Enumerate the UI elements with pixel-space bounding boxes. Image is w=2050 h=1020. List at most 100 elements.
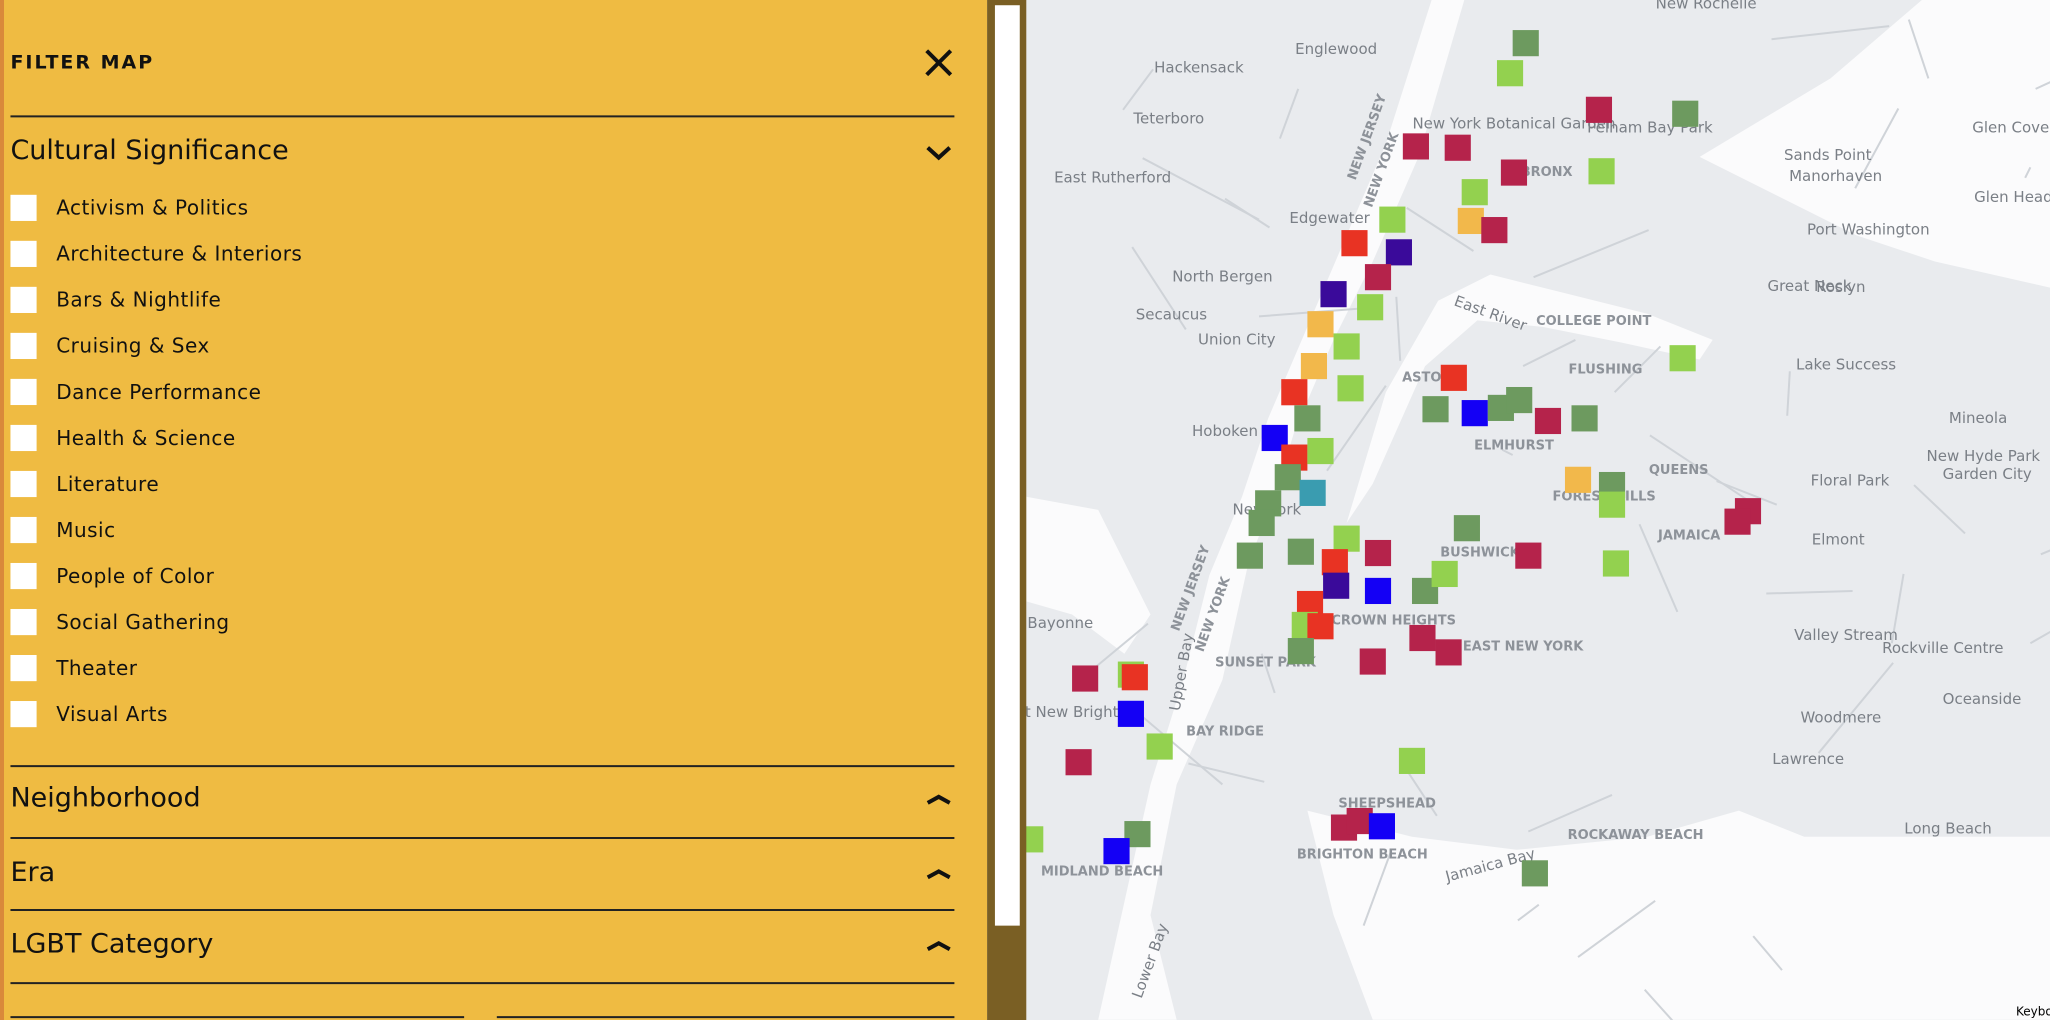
- option-label[interactable]: Visual Arts: [56, 702, 168, 726]
- map-marker[interactable]: [1506, 386, 1533, 414]
- map-marker[interactable]: [1357, 294, 1384, 321]
- checkbox[interactable]: [10, 194, 37, 221]
- map-marker[interactable]: [1444, 134, 1471, 161]
- chevron[interactable]: [926, 146, 952, 161]
- map-label: Woodmere: [1800, 708, 1881, 726]
- section-header[interactable]: Neighborhood: [10, 782, 200, 813]
- option-label[interactable]: Dance Performance: [56, 380, 261, 404]
- map-marker[interactable]: [1281, 379, 1308, 406]
- map-marker[interactable]: [1461, 179, 1488, 206]
- map-marker[interactable]: [1672, 100, 1699, 127]
- section-header[interactable]: Cultural Significance: [10, 135, 288, 166]
- checkbox[interactable]: [10, 608, 37, 636]
- map-marker[interactable]: [1521, 860, 1548, 887]
- checkbox[interactable]: [10, 516, 37, 544]
- map-marker[interactable]: [1461, 400, 1488, 427]
- map-marker[interactable]: [1236, 542, 1263, 569]
- map-marker[interactable]: [1333, 333, 1360, 360]
- map-marker[interactable]: [1117, 700, 1144, 727]
- map-marker[interactable]: [1385, 239, 1412, 266]
- checkbox[interactable]: [10, 701, 37, 728]
- map-marker[interactable]: [1564, 466, 1592, 493]
- map-marker[interactable]: [1379, 206, 1406, 233]
- map-marker[interactable]: [1588, 158, 1615, 185]
- map-marker[interactable]: [1337, 375, 1364, 402]
- option-label[interactable]: Activism & Politics: [56, 196, 248, 220]
- checkbox[interactable]: [10, 332, 37, 360]
- map-marker[interactable]: [1294, 405, 1321, 432]
- map-marker[interactable]: [1571, 405, 1598, 432]
- map-marker[interactable]: [1602, 550, 1630, 577]
- map-marker[interactable]: [1364, 264, 1392, 291]
- map-marker[interactable]: [1321, 549, 1348, 576]
- map-marker[interactable]: [1346, 807, 1373, 835]
- chevron[interactable]: [926, 940, 951, 952]
- checkbox[interactable]: [10, 378, 37, 406]
- close-button[interactable]: [925, 49, 953, 77]
- section-header[interactable]: Era: [10, 857, 55, 888]
- option-label[interactable]: Cruising & Sex: [56, 334, 210, 358]
- map-marker[interactable]: [1333, 525, 1360, 552]
- section-header[interactable]: LGBT Category: [10, 929, 213, 960]
- option-label[interactable]: Literature: [56, 472, 159, 496]
- map-marker[interactable]: [1409, 624, 1436, 652]
- map-marker[interactable]: [1440, 364, 1467, 391]
- map-marker[interactable]: [1669, 345, 1696, 372]
- chevron[interactable]: [926, 869, 951, 880]
- sidebar: [0, 0, 988, 1020]
- map-marker[interactable]: [1065, 749, 1092, 776]
- chevron[interactable]: [926, 794, 951, 805]
- checkbox[interactable]: [10, 655, 37, 682]
- map-marker[interactable]: [1364, 539, 1392, 567]
- map-marker[interactable]: [1457, 207, 1484, 235]
- map-marker[interactable]: [1121, 664, 1148, 691]
- map-marker[interactable]: [1103, 838, 1130, 865]
- map-marker[interactable]: [1307, 437, 1334, 465]
- option-label[interactable]: People of Color: [56, 564, 214, 588]
- option-label[interactable]: Social Gathering: [56, 610, 229, 634]
- map-marker[interactable]: [1364, 577, 1392, 605]
- map-marker[interactable]: [1307, 613, 1334, 640]
- map-marker[interactable]: [1500, 159, 1528, 186]
- map-water: [1026, 496, 1151, 654]
- option-label[interactable]: Architecture & Interiors: [56, 242, 302, 266]
- map-marker[interactable]: [1368, 813, 1395, 840]
- map-marker[interactable]: [1598, 491, 1626, 518]
- option-label[interactable]: Theater: [55, 656, 138, 680]
- map-marker[interactable]: [1274, 464, 1301, 491]
- map-marker[interactable]: [1320, 281, 1347, 308]
- map-marker[interactable]: [1307, 311, 1334, 338]
- checkbox[interactable]: [10, 470, 37, 498]
- map-marker[interactable]: [1146, 733, 1173, 760]
- map-marker[interactable]: [1341, 230, 1368, 257]
- map-marker[interactable]: [1453, 515, 1480, 542]
- map-marker[interactable]: [1359, 648, 1386, 675]
- map-marker[interactable]: [1534, 407, 1562, 435]
- map-marker[interactable]: [1402, 133, 1429, 160]
- checkbox[interactable]: [10, 562, 37, 590]
- map-marker[interactable]: [1435, 639, 1462, 666]
- checkbox[interactable]: [10, 240, 37, 267]
- checkbox[interactable]: [10, 286, 37, 313]
- map-marker[interactable]: [1287, 538, 1314, 565]
- map-marker[interactable]: [1422, 396, 1449, 423]
- map-marker[interactable]: [1496, 60, 1524, 87]
- map-marker[interactable]: [1724, 508, 1751, 535]
- checkbox[interactable]: [10, 424, 37, 452]
- option-label[interactable]: Health & Science: [56, 426, 236, 450]
- map-marker[interactable]: [1323, 572, 1350, 599]
- map-marker[interactable]: [1515, 542, 1542, 569]
- map-marker[interactable]: [1481, 217, 1508, 244]
- map-marker[interactable]: [1299, 479, 1326, 506]
- map-marker[interactable]: [1072, 665, 1099, 692]
- map-marker[interactable]: [1398, 747, 1426, 774]
- map-marker[interactable]: [1512, 30, 1539, 57]
- map-marker[interactable]: [1431, 560, 1458, 588]
- map-marker[interactable]: [1585, 96, 1613, 123]
- map-marker[interactable]: [1300, 352, 1328, 380]
- option-label[interactable]: Bars & Nightlife: [56, 288, 221, 312]
- map-marker[interactable]: [1287, 638, 1314, 665]
- option-label[interactable]: Music: [56, 518, 115, 542]
- map-marker[interactable]: [1248, 509, 1275, 537]
- scroll-thumb[interactable]: [994, 5, 1020, 926]
